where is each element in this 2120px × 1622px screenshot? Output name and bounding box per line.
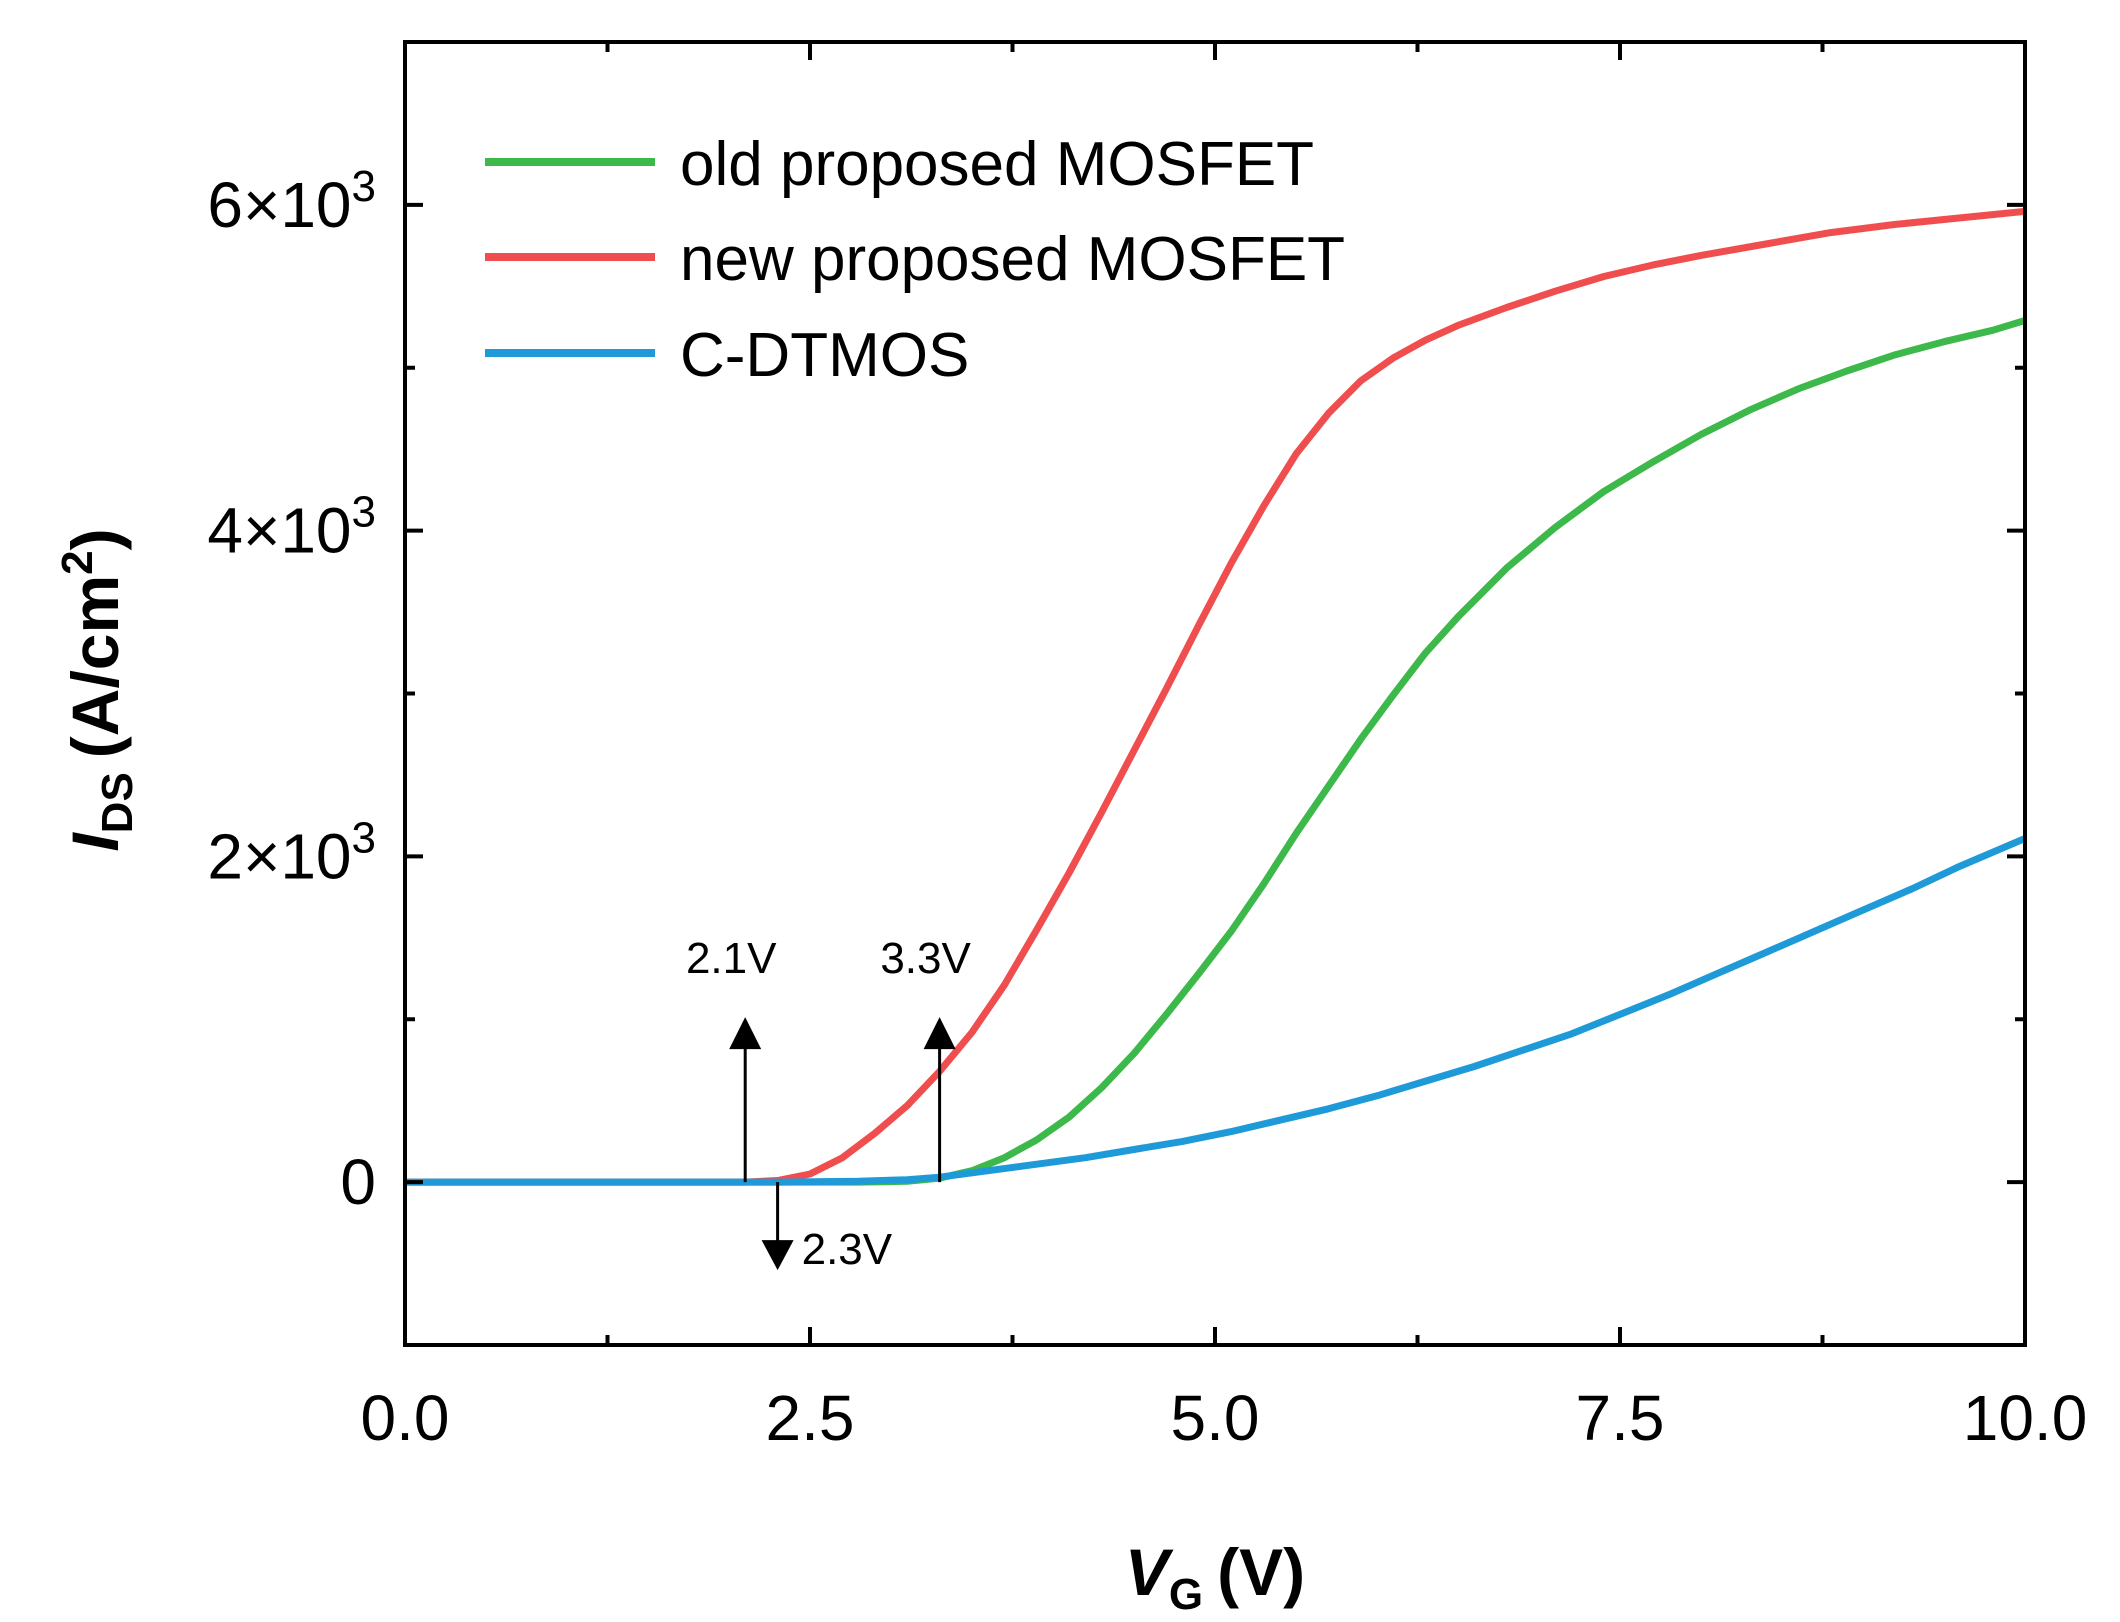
annotation-2-3v-arrow-head — [761, 1240, 794, 1271]
x-tick-label: 5.0 — [1171, 1382, 1260, 1454]
x-tick-label: 0.0 — [361, 1382, 450, 1454]
x-tick-label: 10.0 — [1963, 1382, 2088, 1454]
y-axis-title-unit-sup: 2 — [53, 550, 102, 574]
x-axis-title-main: V — [1125, 1535, 1174, 1609]
annotation-layer: 2.1V 2.3V 3.3V — [686, 934, 972, 1274]
y-tick-label: 0 — [340, 1146, 376, 1218]
y-axis-title-sub: DS — [93, 772, 142, 833]
series-line-new-proposed-mosfet — [405, 207, 2025, 1186]
legend-label-old-proposed: old proposed MOSFET — [680, 130, 1314, 199]
y-tick-label: 2×103 — [207, 813, 376, 892]
series-line-c-dtmos — [405, 835, 2025, 1186]
legend-label-new-proposed: new proposed MOSFET — [680, 225, 1345, 294]
annotation-2-1v-arrow-head — [729, 1017, 762, 1050]
annotation-3-3v-label: 3.3V — [880, 934, 971, 983]
legend: old proposed MOSFET new proposed MOSFET … — [485, 130, 1345, 390]
y-axis-title: IDS (A/cm2) — [53, 528, 142, 851]
plot-area — [405, 42, 2025, 1345]
series-line-old-proposed-mosfet — [405, 317, 2025, 1186]
x-tick-label: 2.5 — [766, 1382, 855, 1454]
y-axis-title-main: I — [58, 832, 132, 852]
x-axis-title-unit: (V) — [1217, 1535, 1305, 1609]
y-axis-title-unit-prefix: (A/cm — [58, 575, 132, 758]
x-axis-title: VG (V) — [1125, 1535, 1305, 1619]
annotation-2-3v-label: 2.3V — [802, 1225, 893, 1274]
annotation-3-3v-arrow-head — [923, 1017, 956, 1050]
series-layer — [405, 207, 2025, 1186]
y-tick-label: 6×103 — [207, 162, 376, 241]
legend-label-c-dtmos: C-DTMOS — [680, 321, 969, 390]
plot-frame — [403, 40, 2027, 1347]
y-tick-label: 4×103 — [207, 488, 376, 567]
x-tick-label: 7.5 — [1576, 1382, 1665, 1454]
annotation-2-1v-label: 2.1V — [686, 934, 777, 983]
x-axis-title-sub: G — [1169, 1570, 1203, 1619]
y-axis-title-unit-suffix: ) — [58, 528, 132, 550]
